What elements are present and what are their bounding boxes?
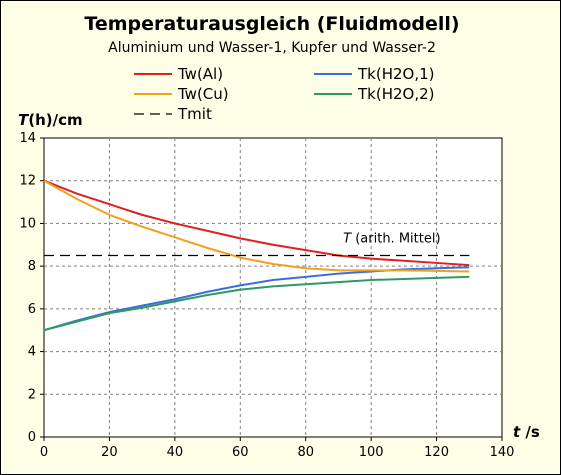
- tmit-annotation: T (arith. Mittel): [343, 231, 440, 246]
- y-tick-label: 12: [19, 174, 36, 189]
- legend-label-2: Tw(Cu): [177, 85, 229, 103]
- x-axis-title-rest: /s: [520, 423, 540, 441]
- x-tick-label: 60: [232, 445, 249, 460]
- series-lines: [43, 179, 470, 332]
- x-tick-label: 40: [167, 445, 184, 460]
- y-tick-label: 2: [28, 387, 36, 402]
- x-tick-label: 120: [424, 445, 449, 460]
- y-tick-label: 6: [28, 302, 36, 317]
- y-axis-title: T(h)/cm: [18, 111, 83, 129]
- x-tick-label: 0: [40, 445, 48, 460]
- x-axis-title-italic: t: [513, 423, 521, 441]
- plot-area: [43, 137, 503, 438]
- x-tick-label: 140: [490, 445, 515, 460]
- series-line-2: [43, 179, 470, 273]
- tmit-annotation-text: (arith. Mittel): [351, 231, 440, 246]
- y-tick-label: 4: [28, 345, 36, 360]
- chart-subtitle: Aluminium und Wasser-1, Kupfer und Wasse…: [108, 40, 436, 56]
- y-tick-label: 14: [19, 131, 36, 146]
- y-tick-label: 0: [28, 430, 36, 445]
- x-tick-label: 100: [359, 445, 384, 460]
- y-tick-label: 8: [28, 259, 36, 274]
- series-line-3: [43, 275, 470, 332]
- x-axis-title: t /s: [513, 423, 540, 441]
- y-axis-title-rest: (h)/cm: [28, 111, 82, 129]
- series-line-0: [43, 179, 470, 267]
- legend-label-0: Tw(Al): [177, 65, 223, 83]
- grid-lines: [44, 138, 502, 437]
- chart-title: Temperaturausgleich (Fluidmodell): [84, 13, 459, 35]
- x-tick-label: 80: [297, 445, 314, 460]
- x-tick-label: 20: [101, 445, 118, 460]
- legend-label-1: Tk(H2O,1): [357, 65, 435, 83]
- legend-label-3: Tk(H2O,2): [357, 85, 435, 103]
- y-tick-label: 10: [19, 216, 36, 231]
- tick-labels: 0 20 40 60 80 100 120 140 0 2 4 6 8 10 12 14: [19, 131, 514, 460]
- tmit-annotation-italic: T: [343, 231, 352, 246]
- legend: Tw(Al) Tw(Cu) Tk(H2O,1) Tk(H2O,2) Tmit: [134, 65, 435, 123]
- legend-label-4: Tmit: [177, 105, 212, 123]
- y-axis-title-italic: T: [18, 111, 30, 129]
